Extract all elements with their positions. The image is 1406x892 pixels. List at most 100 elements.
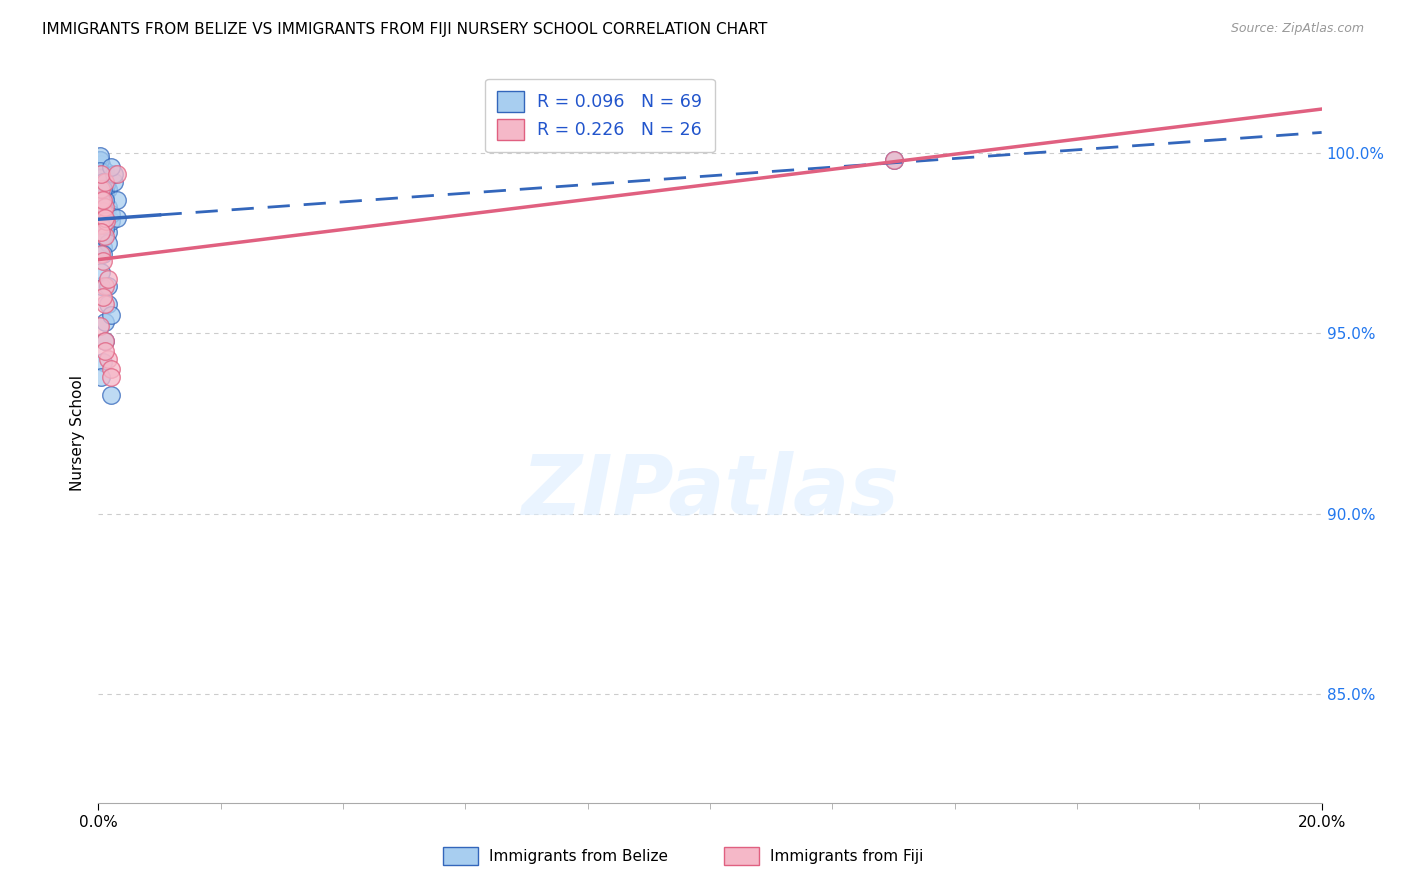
Point: [100, 160, 122, 174]
Point: [93, 186, 115, 200]
Point: [91, 182, 114, 196]
Point: [93, 297, 115, 311]
Point: [105, 168, 128, 182]
Point: [91, 211, 114, 225]
Point: [91, 175, 114, 189]
Point: [89, 228, 111, 243]
Point: [90, 225, 112, 239]
Point: [93, 175, 115, 189]
Point: [103, 168, 125, 182]
Text: IMMIGRANTS FROM BELIZE VS IMMIGRANTS FROM FIJI NURSERY SCHOOL CORRELATION CHART: IMMIGRANTS FROM BELIZE VS IMMIGRANTS FRO…: [42, 22, 768, 37]
Point: [93, 221, 115, 235]
Point: [93, 344, 115, 359]
Point: [91, 290, 114, 304]
Point: [100, 387, 122, 401]
Point: [97, 182, 120, 196]
Point: [97, 225, 120, 239]
Point: [89, 200, 111, 214]
Point: [90, 265, 112, 279]
Point: [91, 200, 114, 214]
Point: [91, 193, 114, 207]
Point: [105, 211, 128, 225]
Point: [90, 247, 112, 261]
Point: [93, 221, 115, 235]
Point: [89, 196, 111, 211]
Text: Immigrants from Fiji: Immigrants from Fiji: [770, 849, 924, 863]
Point: [90, 182, 112, 196]
Point: [89, 153, 111, 167]
Point: [90, 182, 112, 196]
Point: [93, 228, 115, 243]
Point: [97, 235, 120, 250]
Point: [883, 153, 905, 167]
Point: [93, 193, 115, 207]
Point: [93, 163, 115, 178]
Point: [883, 153, 905, 167]
Point: [90, 218, 112, 232]
Point: [100, 362, 122, 376]
Point: [91, 218, 114, 232]
Point: [93, 203, 115, 218]
Text: Source: ZipAtlas.com: Source: ZipAtlas.com: [1230, 22, 1364, 36]
Point: [91, 196, 114, 211]
Y-axis label: Nursery School: Nursery School: [69, 375, 84, 491]
Point: [93, 200, 115, 214]
Point: [91, 203, 114, 218]
Point: [97, 279, 120, 293]
Point: [89, 171, 111, 186]
Point: [91, 355, 114, 369]
Point: [91, 175, 114, 189]
Point: [89, 163, 111, 178]
Point: [93, 193, 115, 207]
Point: [93, 211, 115, 225]
Point: [91, 193, 114, 207]
Point: [94, 178, 117, 193]
Point: [90, 193, 112, 207]
Point: [97, 351, 120, 366]
Point: [100, 369, 122, 384]
Point: [91, 254, 114, 268]
Point: [93, 203, 115, 218]
Point: [91, 196, 114, 211]
Point: [97, 200, 120, 214]
Text: ZIPatlas: ZIPatlas: [522, 451, 898, 533]
Point: [91, 218, 114, 232]
Point: [90, 156, 112, 170]
Text: Immigrants from Belize: Immigrants from Belize: [489, 849, 668, 863]
Point: [90, 168, 112, 182]
Point: [100, 308, 122, 322]
Point: [103, 175, 125, 189]
Point: [97, 272, 120, 286]
Point: [93, 211, 115, 225]
Point: [97, 297, 120, 311]
Point: [89, 149, 111, 163]
Point: [93, 193, 115, 207]
Point: [91, 228, 114, 243]
Point: [93, 334, 115, 348]
Point: [105, 193, 128, 207]
Point: [93, 279, 115, 293]
Point: [91, 168, 114, 182]
Point: [89, 153, 111, 167]
Point: [91, 182, 114, 196]
Point: [90, 369, 112, 384]
Point: [89, 186, 111, 200]
Point: [100, 207, 122, 221]
Point: [91, 247, 114, 261]
Point: [90, 168, 112, 182]
Point: [93, 189, 115, 203]
Point: [93, 207, 115, 221]
Point: [91, 239, 114, 253]
Point: [90, 279, 112, 293]
Point: [89, 218, 111, 232]
Point: [100, 214, 122, 228]
Point: [90, 186, 112, 200]
Point: [91, 225, 114, 239]
Point: [90, 175, 112, 189]
Point: [90, 168, 112, 182]
Point: [94, 214, 117, 228]
Point: [91, 214, 114, 228]
Point: [93, 316, 115, 330]
Legend: R = 0.096   N = 69, R = 0.226   N = 26: R = 0.096 N = 69, R = 0.226 N = 26: [485, 78, 714, 153]
Point: [93, 334, 115, 348]
